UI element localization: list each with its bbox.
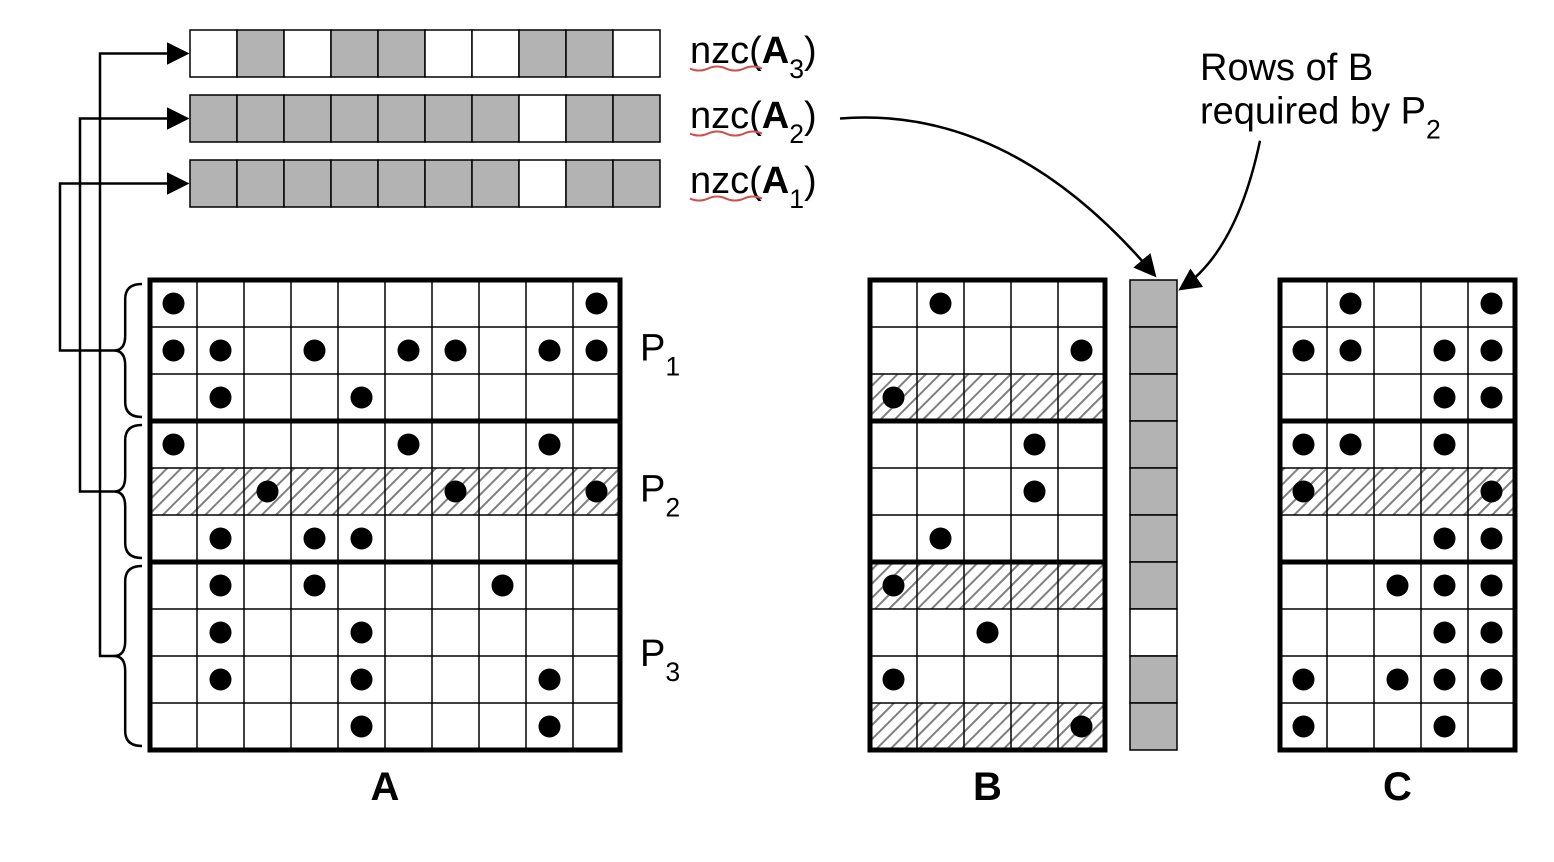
curly-brace <box>114 284 142 417</box>
matrix-a: A <box>150 280 620 809</box>
svg-text:A: A <box>371 765 400 809</box>
svg-text:C: C <box>1383 765 1412 809</box>
matrix-b: B <box>870 280 1105 809</box>
partition-label: P3 <box>640 633 680 687</box>
curly-brace <box>114 566 142 746</box>
nzc-label: nzc(A1) <box>690 160 817 214</box>
partition-label: P2 <box>640 469 680 523</box>
matrix-c: C <box>1280 280 1515 809</box>
nzc-row: nzc(A2) <box>190 95 817 149</box>
annotation-arrow <box>1182 141 1260 288</box>
curly-brace <box>114 425 142 558</box>
nzc-to-vector-arrow <box>840 118 1154 274</box>
diagram-svg: nzc(A3) nzc(A2) nzc(A1) A P1 P2 P3 B C Rows of Br… <box>20 20 1554 842</box>
svg-text:B: B <box>973 765 1002 809</box>
rows-vector <box>1130 280 1177 750</box>
annotation-rows-of-b: Rows of Brequired by P2 <box>1200 47 1441 145</box>
nzc-label: nzc(A3) <box>690 30 817 84</box>
nzc-row: nzc(A1) <box>190 160 817 214</box>
partition-label: P1 <box>640 328 680 382</box>
nzc-row: nzc(A3) <box>190 30 817 84</box>
nzc-label: nzc(A2) <box>690 95 817 149</box>
